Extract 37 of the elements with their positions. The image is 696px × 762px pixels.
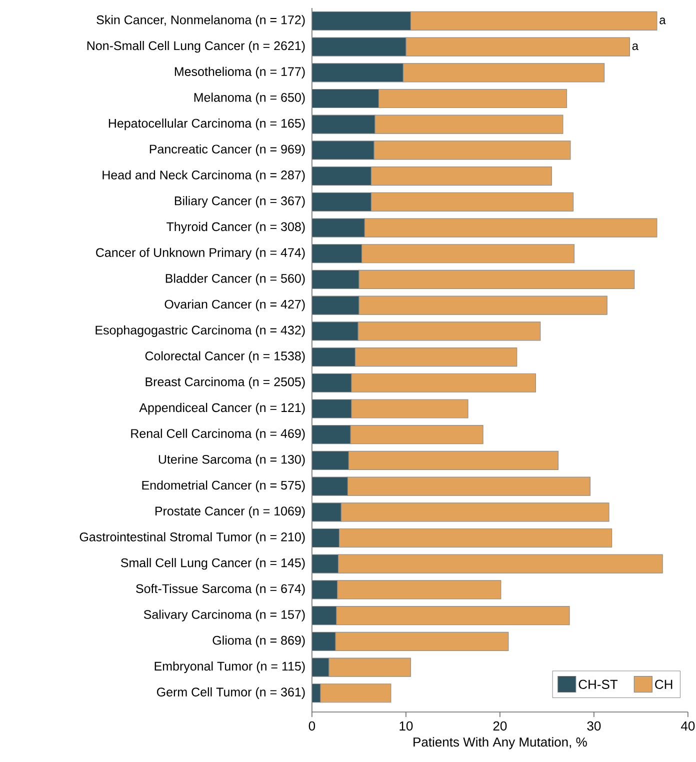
x-tick-label: 10 bbox=[400, 721, 413, 731]
y-tick-label: Non-Small Cell Lung Cancer (n = 2621) bbox=[87, 40, 305, 53]
y-tick-label: Mesothelioma (n = 177) bbox=[174, 66, 305, 78]
y-tick-label: Uterine Sarcoma (n = 130) bbox=[158, 454, 305, 466]
y-tick-label: Germ Cell Tumor (n = 361) bbox=[157, 687, 305, 699]
y-tick-label: Skin Cancer, Nonmelanoma (n = 172) bbox=[96, 15, 305, 27]
y-tick-label: Soft-Tissue Sarcoma (n = 674) bbox=[136, 584, 305, 596]
y-tick-label: Hepatocellular Carcinoma (n = 165) bbox=[108, 118, 305, 130]
y-tick-label: Prostate Cancer (n = 1069) bbox=[156, 506, 305, 518]
y-tick-label: Biliary Cancer (n = 367) bbox=[174, 196, 305, 208]
y-tick-label: Breast Carcinoma (n = 2505) bbox=[146, 377, 305, 389]
y-tick-label: Embryonal Tumor (n = 115) bbox=[154, 661, 305, 674]
legend-label: CH bbox=[655, 680, 672, 689]
annotation: a bbox=[632, 44, 639, 50]
y-tick-label: Appendiceal Cancer (n = 121) bbox=[139, 402, 305, 415]
y-tick-label: Thyroid Cancer (n = 308) bbox=[166, 222, 305, 234]
y-tick-label: Colorectal Cancer (n = 1538) bbox=[145, 351, 305, 363]
y-tick-label: Gastrointestinal Stromal Tumor (n = 210) bbox=[80, 532, 305, 544]
y-tick-label: Head and Neck Carcinoma (n = 287) bbox=[102, 170, 305, 182]
x-tick-label: 0 bbox=[308, 721, 316, 731]
y-tick-label: Glioma (n = 869) bbox=[212, 636, 305, 648]
legend-label: CH-ST bbox=[578, 680, 618, 689]
y-tick-label: Small Cell Lung Cancer (n = 145) bbox=[121, 558, 305, 570]
x-tick-label: 20 bbox=[493, 721, 507, 731]
y-tick-label: Bladder Cancer (n = 560) bbox=[166, 274, 305, 286]
y-tick-label: Esophagogastric Carcinoma (n = 432) bbox=[96, 325, 305, 338]
y-tick-label: Pancreatic Cancer (n = 969) bbox=[150, 144, 305, 156]
y-tick-label: Salivary Carcinoma (n = 157) bbox=[144, 610, 305, 622]
y-tick-label: Ovarian Cancer (n = 427) bbox=[164, 299, 305, 312]
annotation: a bbox=[660, 18, 666, 24]
y-tick-label: Endometrial Cancer (n = 575) bbox=[142, 480, 305, 492]
x-axis-title: Patients With Any Mutation, % bbox=[414, 737, 587, 750]
x-tick-label: 30 bbox=[587, 721, 601, 731]
y-tick-label: Melanoma (n = 650) bbox=[194, 92, 305, 104]
y-tick-label: Cancer of Unknown Primary (n = 474) bbox=[96, 248, 305, 260]
x-tick-label: 40 bbox=[681, 721, 695, 731]
y-tick-label: Renal Cell Carcinoma (n = 469) bbox=[131, 428, 305, 440]
